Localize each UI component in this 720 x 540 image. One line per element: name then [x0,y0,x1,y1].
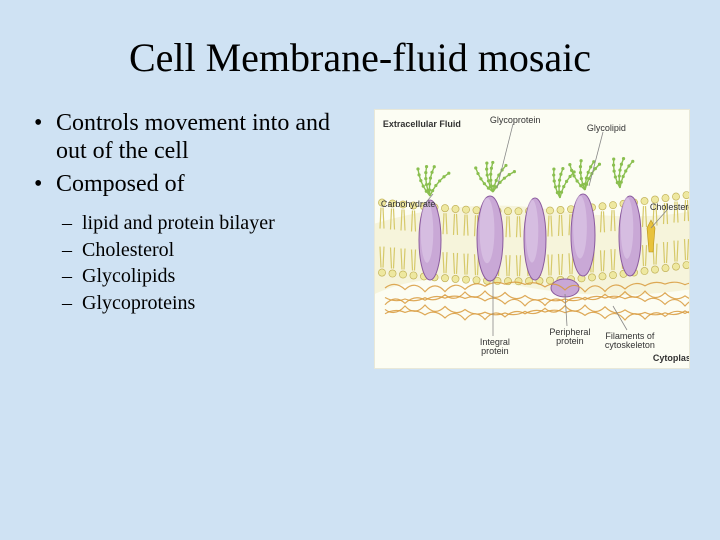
dash-icon: – [62,292,82,316]
sub-bullet-text: Glycolipids [82,265,175,289]
bullet-icon: • [30,170,56,198]
dash-icon: – [62,212,82,236]
sub-bullet-list: – lipid and protein bilayer – Cholestero… [30,212,366,315]
sub-bullet-text: Cholesterol [82,239,174,263]
label-extracellular: Extracellular Fluid [383,120,461,129]
label-filaments: Filaments of cytoskeleton [601,332,659,351]
bullet-text: Composed of [56,170,185,198]
slide: Cell Membrane-fluid mosaic • Controls mo… [0,0,720,540]
label-glycolipid: Glycolipid [587,124,626,133]
bullet-item: • Controls movement into and out of the … [30,109,366,166]
sub-bullet-item: – Glycoproteins [62,292,366,316]
sub-bullet-text: lipid and protein bilayer [82,212,275,236]
dash-icon: – [62,239,82,263]
label-carbohydrate: Carbohydrate [381,200,436,209]
bullet-text: Controls movement into and out of the ce… [56,109,366,166]
sub-bullet-text: Glycoproteins [82,292,195,316]
sub-bullet-item: – Cholesterol [62,239,366,263]
membrane-diagram: Extracellular Fluid Glycoprotein Glycoli… [374,109,690,369]
dash-icon: – [62,265,82,289]
label-integral-protein: Integral protein [475,338,515,357]
label-cholesterol: Cholesterol [650,203,690,212]
content-row: • Controls movement into and out of the … [30,109,690,369]
text-column: • Controls movement into and out of the … [30,109,366,369]
sub-bullet-item: – lipid and protein bilayer [62,212,366,236]
sub-bullet-item: – Glycolipids [62,265,366,289]
label-peripheral-protein: Peripheral protein [547,328,593,347]
slide-title: Cell Membrane-fluid mosaic [30,34,690,81]
bullet-icon: • [30,109,56,166]
bullet-item: • Composed of [30,170,366,198]
label-glycoprotein: Glycoprotein [490,116,541,125]
label-cytoplasm: Cytoplasm [653,354,690,363]
